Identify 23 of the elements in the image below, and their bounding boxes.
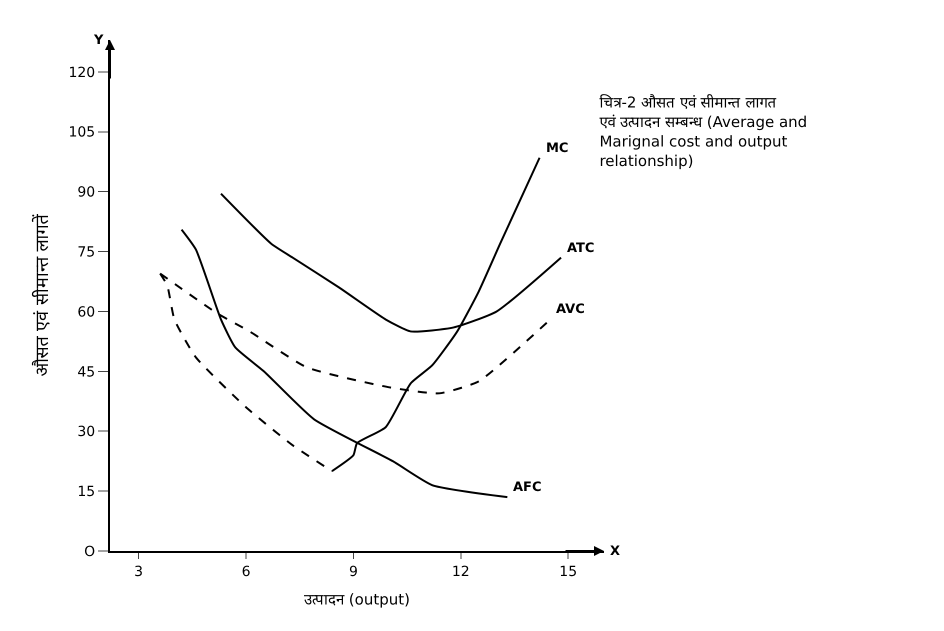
y-tick-label: 105	[68, 124, 96, 141]
y-tick-label: 90	[77, 184, 96, 201]
y-tick-label: 30	[77, 424, 96, 440]
x-tick-label: 15	[559, 564, 578, 580]
y-tick-label: 45	[77, 364, 96, 380]
text: Y	[93, 33, 104, 48]
x-tick-label: 3	[134, 564, 144, 580]
text: चित्र-2 औसत एवं सीमान्त लागत एवं उत्पादन सम्बन्ध (Average and Marignal cost and output relationship)	[599, 93, 808, 170]
series-label: ATC	[567, 241, 594, 256]
series-label: MC	[546, 141, 568, 156]
series-label: AVC	[556, 302, 585, 317]
y-tick-label: 75	[77, 244, 96, 260]
y-tick-label: 60	[77, 304, 96, 320]
series-label: AFC	[513, 480, 542, 495]
y-axis-title: औसत एवं सीमान्त लागतें	[31, 213, 54, 377]
y-tick-label: 120	[68, 64, 96, 81]
x-tick-label: 9	[348, 564, 358, 580]
text: X	[610, 544, 620, 559]
y-tick-label: 15	[77, 484, 96, 500]
y-tick-label: O	[84, 544, 96, 560]
x-axis-title: उत्पादन (output)	[304, 590, 410, 608]
x-tick-label: 12	[452, 564, 470, 580]
x-tick-label: 6	[242, 564, 251, 580]
